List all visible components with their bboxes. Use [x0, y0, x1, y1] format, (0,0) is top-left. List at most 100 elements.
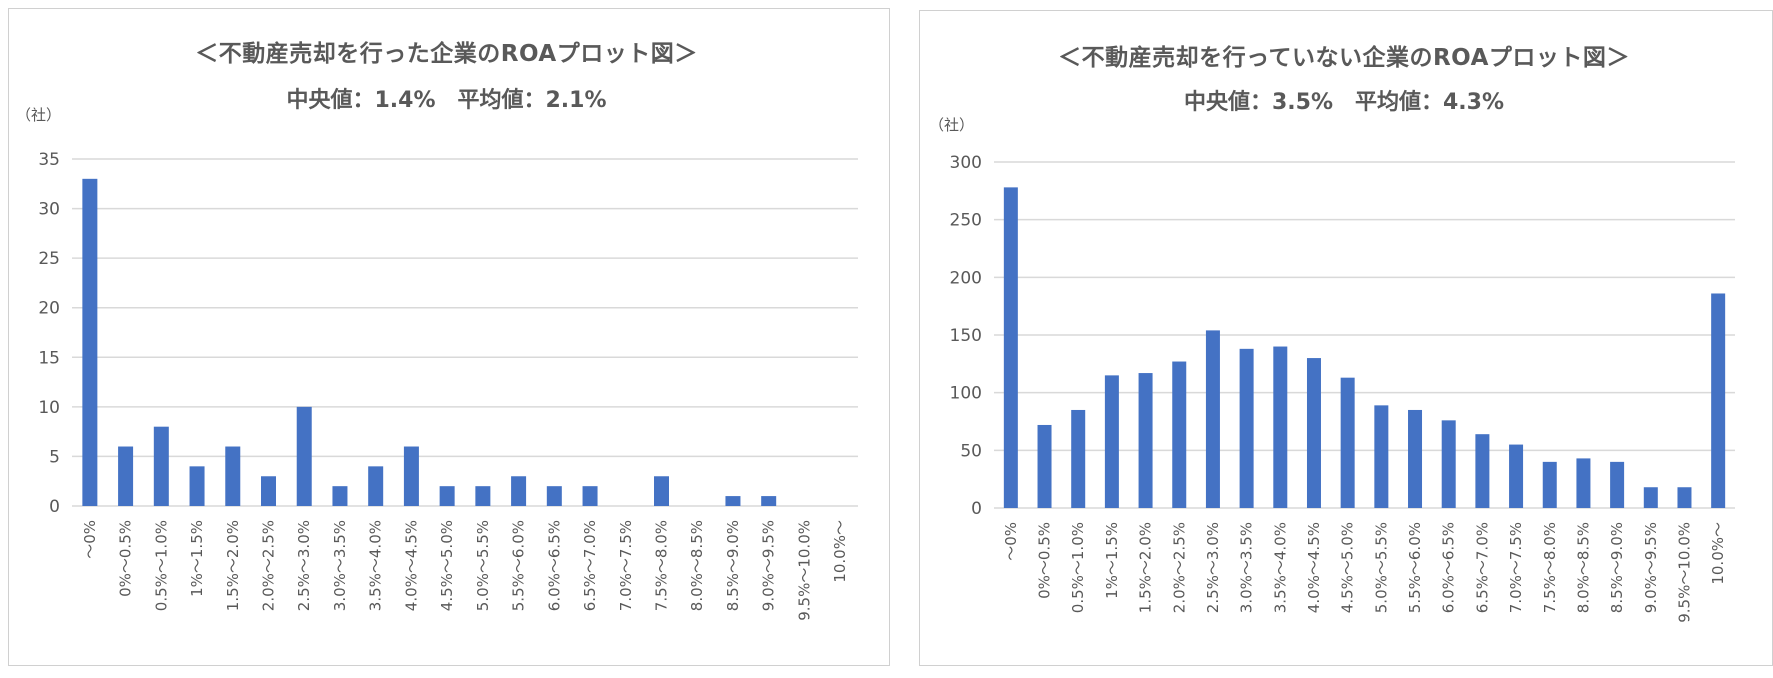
x-tick-label: 7.5%～8.0%: [1541, 522, 1559, 613]
bar: [225, 446, 241, 506]
bar: [1408, 409, 1423, 508]
chart-panel-left: ＜不動産売却を行った企業のROAプロット図＞ 中央値：1.4% 平均値：2.1%…: [8, 8, 890, 666]
y-tick-label: 300: [950, 153, 982, 173]
bar: [475, 486, 491, 506]
x-tick-label: 8.5%～9.0%: [724, 520, 742, 611]
bar: [332, 486, 348, 506]
x-tick-label: 6.5%～7.0%: [581, 520, 599, 611]
y-tick-label: 150: [950, 326, 982, 346]
bar: [189, 466, 205, 506]
bar: [1239, 348, 1254, 508]
bar: [1542, 461, 1557, 508]
y-tick-label: 100: [950, 384, 982, 404]
x-tick-label: 7.5%～8.0%: [653, 520, 671, 611]
bar: [1037, 424, 1052, 508]
x-tick-label: 8.0%～8.5%: [688, 520, 706, 611]
x-tick-label: 8.5%～9.0%: [1608, 522, 1626, 613]
y-tick-label: 25: [38, 249, 60, 269]
chart-panel-right: ＜不動産売却を行っていない企業のROAプロット図＞ 中央値：3.5% 平均値：4…: [915, 0, 1773, 678]
bar: [1711, 293, 1726, 508]
x-tick-label: 5.0%～5.5%: [474, 520, 492, 611]
bar: [1643, 487, 1658, 508]
x-tick-label: 0%～0.5%: [117, 520, 135, 597]
bar: [1509, 444, 1524, 508]
bar-chart-svg: 0 5 10 15 20 25 30 35 ～0% 0%～0.5% 0.5%～1.0% 1%～1.5%…: [38, 150, 858, 621]
bar: [1610, 461, 1625, 508]
x-tick-label: 5.5%～6.0%: [510, 520, 528, 611]
bar: [654, 476, 669, 506]
x-tick-label: 9.0%～9.5%: [760, 520, 778, 611]
bar: [1205, 330, 1220, 508]
y-tick-label: 0: [971, 499, 982, 519]
x-tick-label: 6.0%～6.5%: [1440, 522, 1458, 613]
x-tick-label: 0.5%～1.0%: [1069, 522, 1087, 613]
bar: [1138, 373, 1153, 508]
bar: [368, 466, 384, 506]
bar: [1104, 375, 1119, 508]
y-tick-label: 200: [950, 268, 982, 288]
x-tick-label: 2.5%～3.0%: [295, 520, 313, 611]
bar-chart-svg: 0 50 100 150 200 250 300 ～0% 0%～0.5% 0.5%～1.0% 1%～…: [950, 153, 1735, 623]
bar: [1475, 434, 1490, 508]
bar: [1273, 346, 1288, 508]
bar: [439, 486, 455, 506]
bar: [546, 486, 562, 506]
x-tick-label: 10.0%～: [1709, 522, 1727, 585]
y-tick-label: 10: [38, 398, 60, 418]
y-tick-label: 250: [950, 211, 982, 231]
chart-title: ＜不動産売却を行った企業のROAプロット図＞: [195, 41, 698, 67]
x-tick-label: 9.5%～10.0%: [795, 520, 813, 621]
bar: [1576, 458, 1591, 508]
y-axis-unit-label: （社）: [16, 106, 62, 124]
x-tick-label: 1%～1.5%: [188, 520, 206, 597]
bar: [153, 426, 169, 506]
x-tick-label: 9.0%～9.5%: [1642, 522, 1660, 613]
chart-title: ＜不動産売却を行っていない企業のROAプロット図＞: [1058, 45, 1630, 71]
y-tick-label: 5: [49, 447, 60, 467]
bar: [296, 406, 312, 506]
x-tick-label: 2.0%～2.5%: [260, 520, 278, 611]
x-tick-label: 0.5%～1.0%: [152, 520, 170, 611]
x-tick-label: 0%～0.5%: [1036, 522, 1054, 599]
x-tick-label: 2.5%～3.0%: [1204, 522, 1222, 613]
bar: [582, 486, 598, 506]
bar: [82, 178, 98, 507]
bar: [1172, 361, 1187, 508]
x-tick-label: ～0%: [81, 520, 99, 559]
bar: [1677, 487, 1692, 508]
x-tick-label: 8.0%～8.5%: [1574, 522, 1592, 613]
x-tick-label: 4.5%～5.0%: [1339, 522, 1357, 613]
bar: [1374, 405, 1389, 508]
x-tick-label: 3.5%～4.0%: [1271, 522, 1289, 613]
y-tick-label: 35: [38, 150, 60, 170]
chart-subtitle: 中央値：1.4% 平均値：2.1%: [286, 88, 607, 113]
bar: [761, 496, 777, 506]
x-tick-label: 7.0%～7.5%: [617, 520, 635, 611]
x-tick-label: 5.0%～5.5%: [1372, 522, 1390, 613]
y-tick-label: 50: [960, 441, 982, 461]
chart-subtitle: 中央値：3.5% 平均値：4.3%: [1183, 90, 1505, 115]
x-tick-label: 9.5%～10.0%: [1675, 522, 1693, 623]
x-tick-label: 3.0%～3.5%: [1238, 522, 1256, 613]
bar: [1306, 358, 1321, 508]
bar: [725, 496, 741, 506]
bar: [1441, 420, 1456, 508]
chart-frame: [8, 8, 890, 666]
x-tick-label: 2.0%～2.5%: [1170, 522, 1188, 613]
x-tick-label: 1.5%～2.0%: [1137, 522, 1155, 613]
x-tick-label: 3.0%～3.5%: [331, 520, 349, 611]
bar: [1340, 377, 1355, 508]
x-tick-label: 4.5%～5.0%: [438, 520, 456, 611]
x-tick-label: 4.0%～4.5%: [1305, 522, 1323, 613]
bar: [403, 446, 419, 506]
x-tick-label: 7.0%～7.5%: [1507, 522, 1525, 613]
bar: [118, 446, 134, 506]
bar: [511, 476, 527, 506]
bar: [1003, 187, 1018, 508]
x-tick-label: 1.5%～2.0%: [224, 520, 242, 611]
x-tick-label: 6.0%～6.5%: [545, 520, 563, 611]
x-tick-label: 10.0%～: [831, 520, 849, 583]
x-tick-label: 6.5%～7.0%: [1473, 522, 1491, 613]
x-tick-label: 4.0%～4.5%: [402, 520, 420, 611]
y-tick-label: 15: [38, 348, 60, 368]
